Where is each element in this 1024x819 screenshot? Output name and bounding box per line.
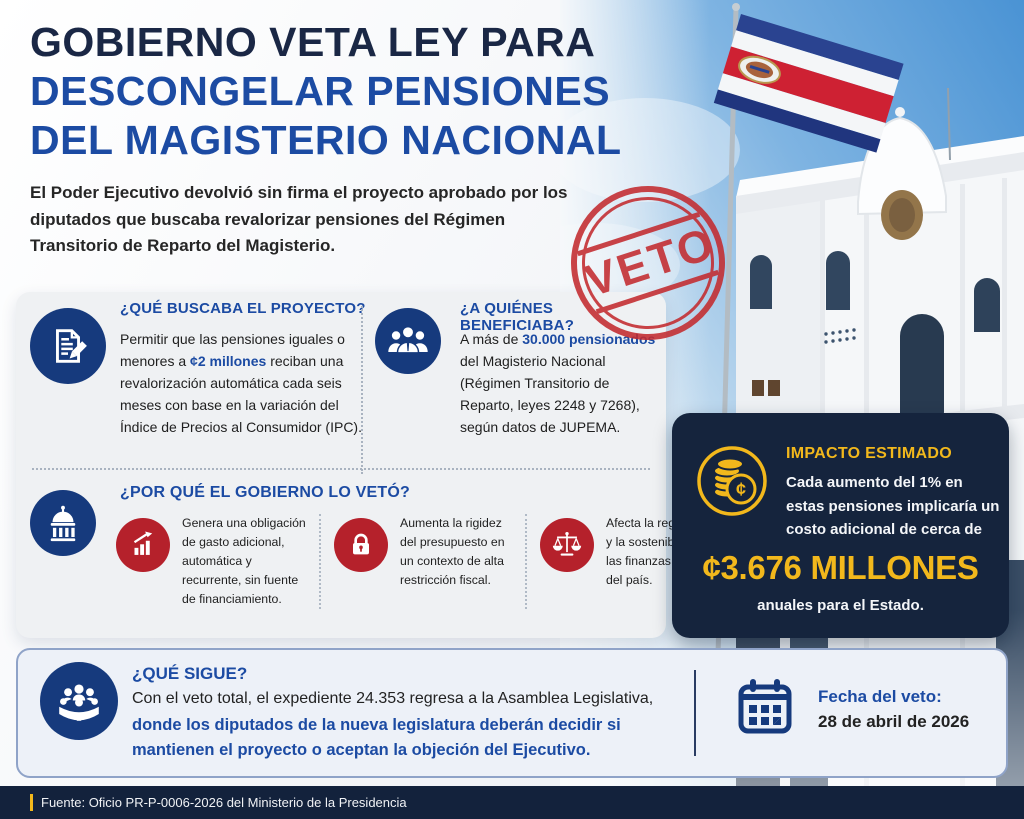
beneficiaba-icon-circle: [375, 308, 441, 374]
impact-body: Cada aumento del 1% en estas pensiones i…: [786, 474, 1000, 538]
lock-icon: [353, 533, 369, 555]
assembly-icon: [59, 684, 99, 721]
details-card: ¿QUÉ BUSCABA EL PROYECTO? Permitir que l…: [16, 292, 720, 638]
next-icon-circle: [40, 662, 118, 740]
proyecto-icon-circle: [30, 308, 106, 384]
veto-reasons-icon-circle: [30, 490, 96, 556]
svg-text:¢: ¢: [736, 480, 746, 500]
next-divider: [694, 670, 696, 756]
section-divider: [32, 468, 650, 470]
footer-accent-tick: [30, 794, 33, 811]
proyecto-heading: ¿QUÉ BUSCABA EL PROYECTO?: [120, 300, 366, 317]
next-heading: ¿QUÉ SIGUE?: [132, 664, 248, 683]
scales-icon: [552, 531, 582, 556]
veto-reason-item: Aumenta la rigidez del presupuesto en un…: [319, 514, 525, 609]
proyecto-highlight: ¢2 millones: [190, 353, 267, 369]
impact-heading: IMPACTO ESTIMADO: [786, 445, 952, 462]
colones-coins-icon: ¢: [697, 446, 767, 516]
reason-icon-circle: [334, 518, 388, 572]
subtitle: El Poder Ejecutivo devolvió sin firma el…: [30, 183, 568, 255]
pensioners-group-icon: [388, 325, 428, 354]
veto-date-icon: [732, 674, 798, 745]
proyecto-body: Permitir que las pensiones iguales o men…: [120, 331, 362, 435]
veto-date-value: 28 de abril de 2026: [818, 712, 970, 731]
chart-increase-icon: [133, 531, 153, 555]
impact-card: ¢ IMPACTO ESTIMADO Cada aumento del 1% e…: [672, 413, 1009, 638]
costa-rica-flag: [713, 3, 904, 656]
impact-amount: ¢3.676 MILLONES: [702, 549, 979, 586]
next-line2: donde los diputados de la nueva legislat…: [132, 716, 621, 759]
reason-text: Genera una obligación de gasto adicional…: [182, 516, 306, 606]
veto-reasons-row: Genera una obligación de gasto adicional…: [116, 514, 735, 609]
veto-reasons-heading: ¿POR QUÉ EL GOBIERNO LO VETÓ?: [120, 484, 410, 501]
footer-source: Fuente: Oficio PR-P-0006-2026 del Minist…: [41, 795, 407, 810]
title-line1: GOBIERNO VETA LEY PARA: [30, 19, 596, 65]
page-title: GOBIERNO VETA LEY PARA DESCONGELAR PENSI…: [30, 18, 622, 165]
impact-icon: ¢: [694, 443, 770, 524]
next-line1: Con el veto total, el expediente 24.353 …: [132, 690, 654, 707]
impact-note: anuales para el Estado.: [757, 597, 924, 614]
calendar-icon: [738, 679, 792, 734]
title-line2: DESCONGELAR PENSIONES: [30, 68, 611, 114]
veto-date-label: Fecha del veto:: [818, 687, 942, 706]
reason-icon-circle: [116, 518, 170, 572]
government-building-icon: [50, 505, 76, 542]
document-pencil-icon: [56, 329, 87, 363]
reason-text: Aumenta la rigidez del presupuesto en un…: [400, 516, 505, 587]
title-line3: DEL MAGISTERIO NACIONAL: [30, 117, 622, 163]
next-card: ¿QUÉ SIGUE? Con el veto total, el expedi…: [16, 648, 1008, 778]
footer-bar: Fuente: Oficio PR-P-0006-2026 del Minist…: [0, 786, 1024, 819]
veto-reason-item: Genera una obligación de gasto adicional…: [116, 514, 319, 609]
column-divider: [361, 306, 363, 474]
beneficiaba-heading: ¿A QUIÉNES BENEFICIABA?: [460, 300, 575, 334]
reason-icon-circle: [540, 518, 594, 572]
